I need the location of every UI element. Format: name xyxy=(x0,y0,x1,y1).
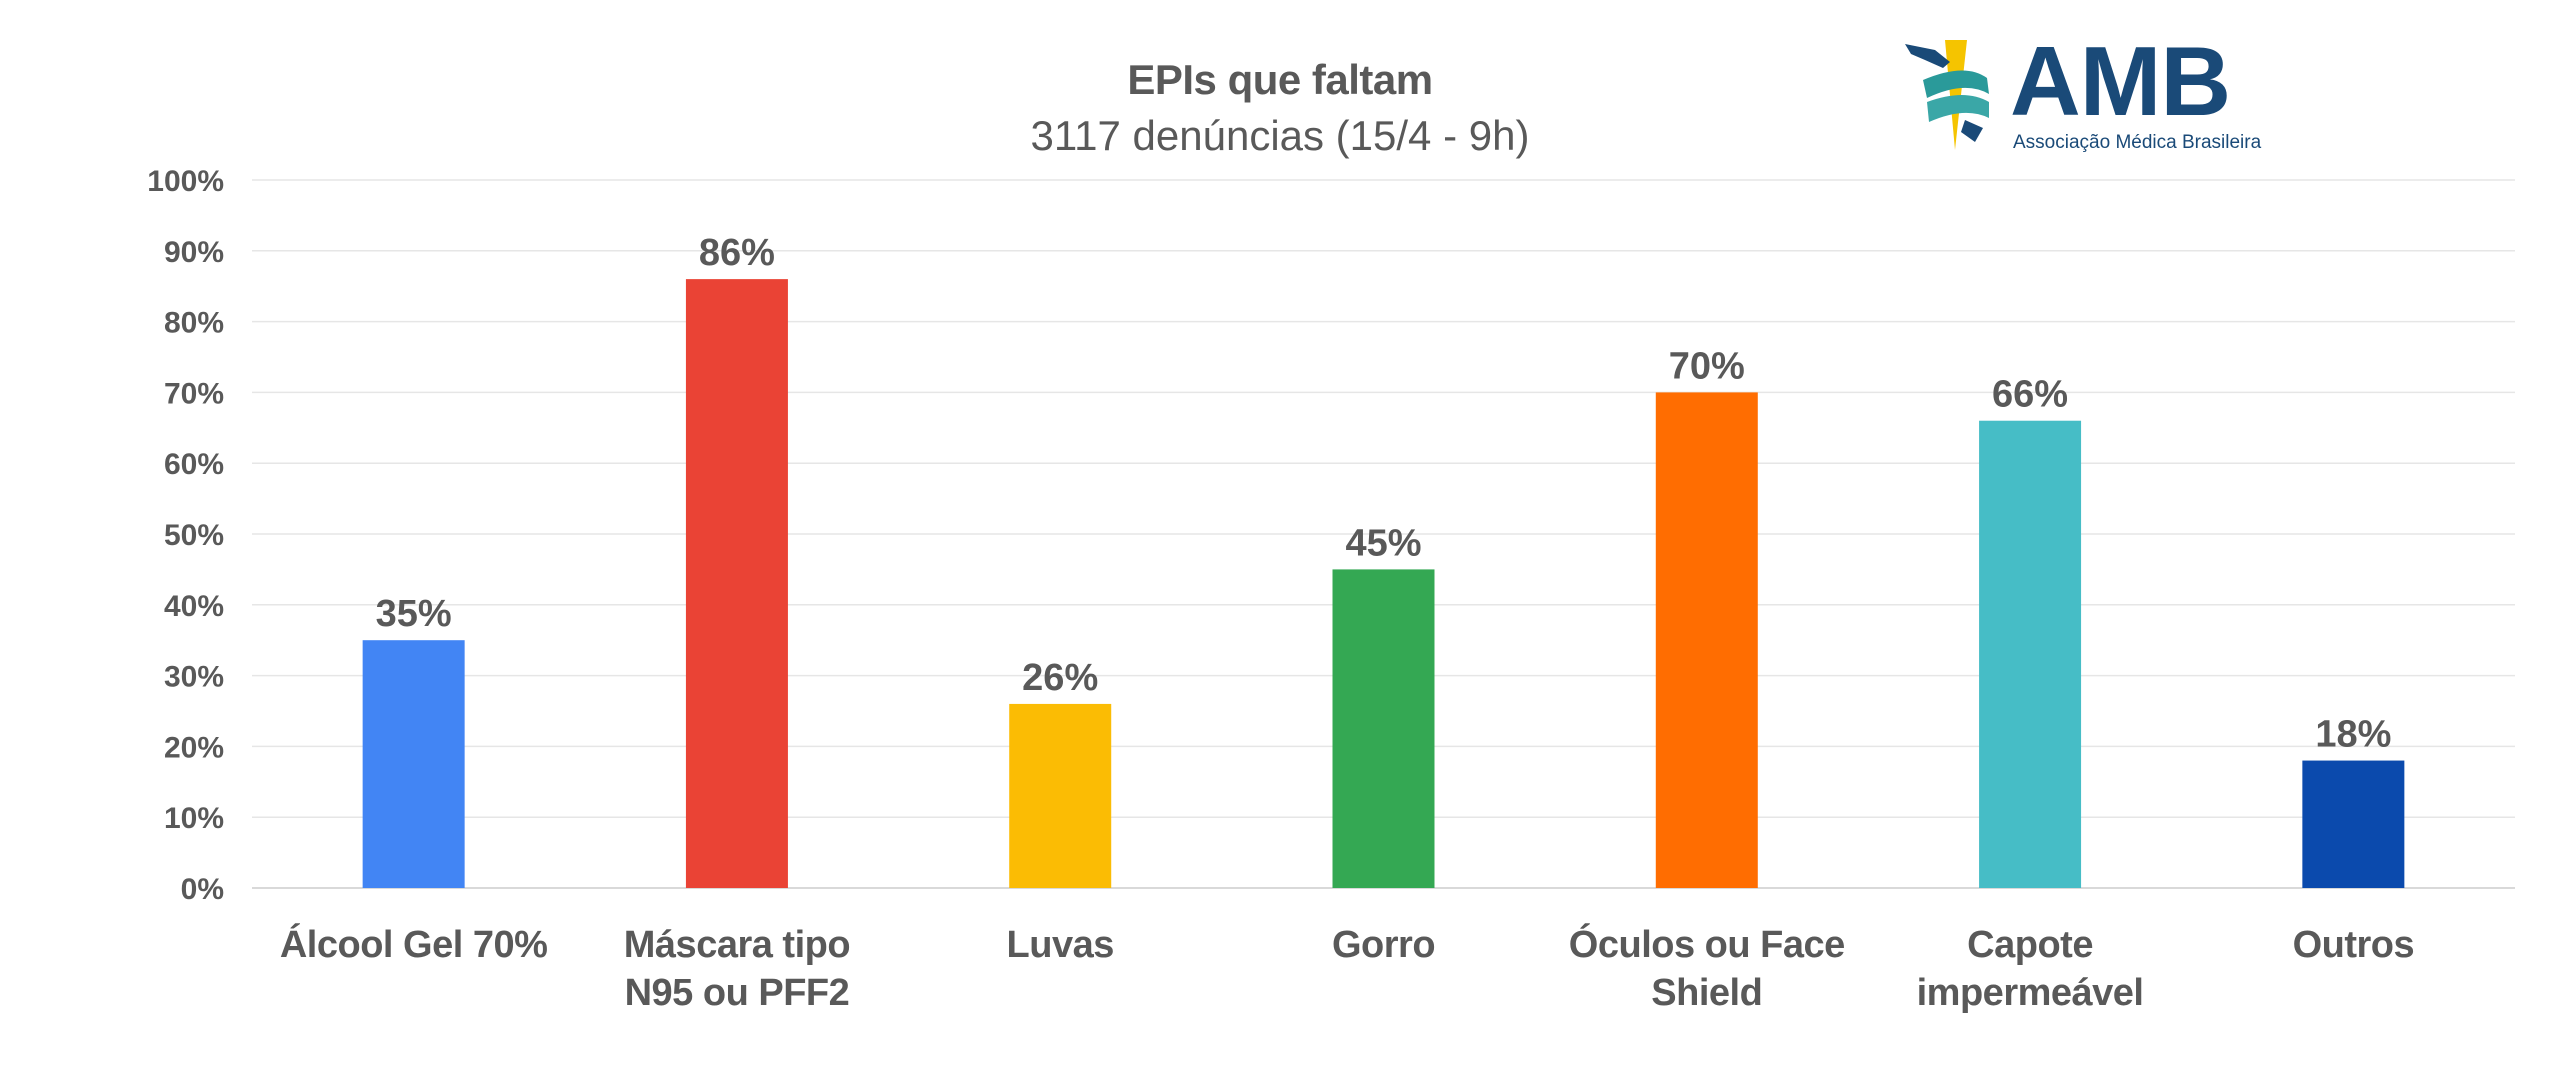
bars xyxy=(362,279,2405,888)
data-label: 66% xyxy=(1992,374,2068,416)
data-label: 35% xyxy=(376,593,452,635)
x-tick-label: Capote impermeável xyxy=(1917,924,2144,1014)
logo-subtitle: Associação Médica Brasileira xyxy=(2013,132,2262,153)
y-tick-label: 90% xyxy=(164,236,224,269)
x-tick-label: Óculos ou Face Shield xyxy=(1569,922,1845,1014)
bar xyxy=(1332,569,1435,888)
x-axis-labels: Álcool Gel 70% Máscara tipo N95 ou PFF2 Luv… xyxy=(280,922,2415,1014)
x-tick-label: Álcool Gel 70% xyxy=(280,922,548,966)
y-tick-label: 60% xyxy=(164,448,224,481)
gridlines xyxy=(252,179,2515,889)
data-labels: 35% 86% 26% 45% 70% 66% 18% xyxy=(376,232,2392,755)
y-tick-label: 40% xyxy=(164,590,224,623)
x-tick-label: Luvas xyxy=(1007,924,1114,966)
x-tick-label: Gorro xyxy=(1332,924,1435,966)
amb-logo: AMB Associação Médica Brasileira xyxy=(1905,26,2261,162)
y-tick-label: 30% xyxy=(164,661,224,694)
y-tick-label: 10% xyxy=(164,802,224,835)
bar xyxy=(2302,760,2405,888)
bar xyxy=(1655,392,1758,888)
data-label: 86% xyxy=(699,232,775,274)
data-label: 26% xyxy=(1022,657,1098,699)
y-tick-label: 0% xyxy=(181,873,224,906)
y-tick-label: 50% xyxy=(164,519,224,552)
y-tick-label: 20% xyxy=(164,731,224,764)
bar xyxy=(362,640,465,888)
x-tick-label: Outros xyxy=(2293,924,2415,966)
data-label: 18% xyxy=(2315,714,2391,756)
y-tick-label: 100% xyxy=(147,165,224,198)
y-axis-ticks: 0% 10% 20% 30% 40% 50% 60% 70% 80% 90% 100% xyxy=(147,165,224,906)
x-tick-label: Máscara tipo N95 ou PFF2 xyxy=(624,924,850,1014)
y-tick-label: 80% xyxy=(164,307,224,340)
chart-subtitle: 3117 denúncias (15/4 - 9h) xyxy=(1030,112,1530,159)
data-label: 70% xyxy=(1669,345,1745,387)
bar xyxy=(1009,703,1112,888)
caduceus-icon xyxy=(1905,40,1989,150)
chart-title: EPIs que faltam xyxy=(1127,56,1433,103)
bar xyxy=(1979,420,2082,888)
bar xyxy=(685,279,788,888)
y-tick-label: 70% xyxy=(164,377,224,410)
logo-wordmark: AMB xyxy=(2010,26,2231,136)
data-label: 45% xyxy=(1345,522,1421,564)
